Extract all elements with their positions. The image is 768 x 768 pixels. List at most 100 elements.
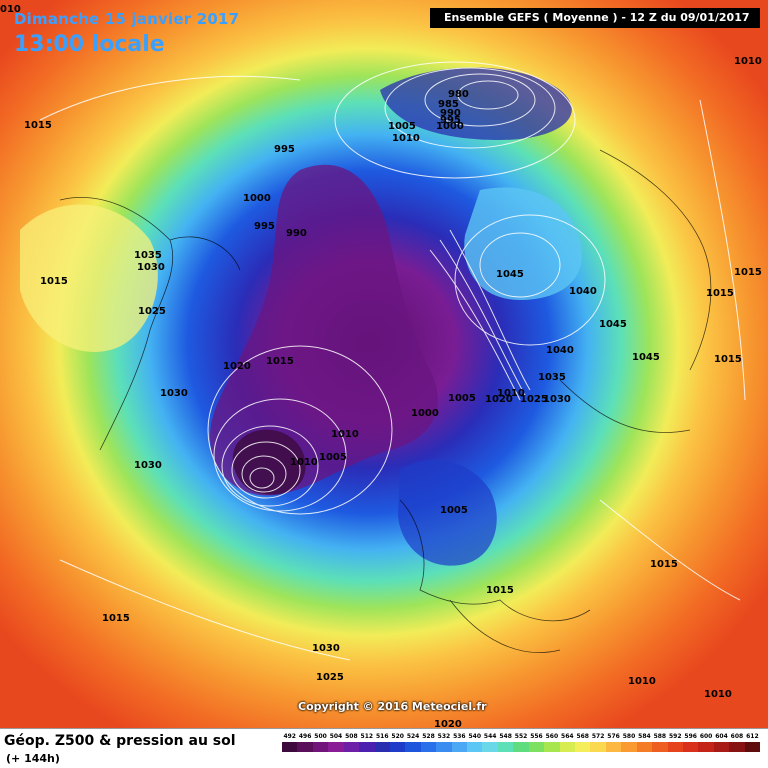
legend-swatch bbox=[605, 742, 622, 752]
pressure-label: 1010 bbox=[392, 133, 420, 144]
legend-value: 520 bbox=[391, 733, 404, 740]
legend-swatch bbox=[482, 742, 498, 752]
pressure-label: 1040 bbox=[569, 286, 597, 297]
legend-value: 600 bbox=[699, 733, 713, 740]
pressure-label: 1010 bbox=[497, 388, 525, 399]
pressure-label: 1030 bbox=[543, 394, 571, 405]
legend-value: 576 bbox=[607, 733, 620, 740]
legend-value: 492 bbox=[283, 733, 296, 740]
copyright-notice: Copyright © 2016 Meteociel.fr bbox=[298, 700, 487, 713]
pressure-label: 1020 bbox=[223, 361, 251, 372]
pressure-label: 980 bbox=[448, 89, 469, 100]
pressure-label: 1015 bbox=[102, 613, 130, 624]
legend-swatch bbox=[389, 742, 406, 752]
legend-value: 596 bbox=[684, 733, 697, 740]
pressure-label: 1005 bbox=[448, 393, 476, 404]
legend-value: 592 bbox=[668, 733, 682, 740]
pressure-label: 1015 bbox=[486, 585, 514, 596]
pressure-label: 1010 bbox=[734, 56, 762, 67]
legend-swatch bbox=[744, 742, 761, 752]
pressure-label: 1000 bbox=[436, 121, 464, 132]
pressure-label: 1025 bbox=[520, 394, 548, 405]
pressure-label: 1045 bbox=[496, 269, 524, 280]
forecast-date: Dimanche 15 janvier 2017 bbox=[14, 10, 240, 28]
legend-swatch bbox=[713, 742, 730, 752]
pressure-label: 1010 bbox=[331, 429, 359, 440]
pressure-label: 1030 bbox=[137, 262, 165, 273]
map-footer: Géop. Z500 & pression au sol (+ 144h) 49… bbox=[0, 728, 768, 768]
legend-value: 508 bbox=[345, 733, 358, 740]
legend-value: 532 bbox=[437, 733, 451, 740]
pressure-label: 1015 bbox=[714, 354, 742, 365]
legend-swatch bbox=[559, 742, 576, 752]
low-core-region bbox=[232, 429, 306, 495]
legend-value: 504 bbox=[329, 733, 343, 740]
legend-value: 496 bbox=[298, 733, 312, 740]
pressure-label: 1045 bbox=[599, 319, 627, 330]
legend-value: 604 bbox=[715, 733, 728, 740]
legend-swatch bbox=[297, 742, 313, 752]
legend-value: 568 bbox=[576, 733, 589, 740]
legend-bar bbox=[282, 742, 761, 752]
legend-swatch bbox=[621, 742, 637, 752]
legend-swatch bbox=[405, 742, 421, 752]
pressure-label: 1045 bbox=[632, 352, 660, 363]
legend-value: 608 bbox=[730, 733, 744, 740]
pressure-label: 995 bbox=[440, 115, 461, 126]
legend-swatch bbox=[451, 742, 468, 752]
pressure-label: 1015 bbox=[24, 120, 52, 131]
legend-swatch bbox=[528, 742, 545, 752]
arctic-ridge-region bbox=[464, 187, 582, 300]
legend-value: 536 bbox=[453, 733, 466, 740]
pressure-label: 1025 bbox=[138, 306, 166, 317]
legend-value: 552 bbox=[514, 733, 528, 740]
coastlines bbox=[59, 149, 712, 653]
pressure-label: 1030 bbox=[312, 643, 340, 654]
legend-value: 548 bbox=[499, 733, 512, 740]
pressure-label: 995 bbox=[274, 144, 295, 155]
pressure-label: 985 bbox=[438, 99, 459, 110]
legend-value: 612 bbox=[746, 733, 759, 740]
pressure-label: 1010 bbox=[290, 457, 318, 468]
pressure-label: 1015 bbox=[734, 267, 762, 278]
legend-value: 580 bbox=[622, 733, 636, 740]
pressure-label: 1000 bbox=[411, 408, 439, 419]
pressure-label: 1040 bbox=[546, 345, 574, 356]
pressure-labels: 1010 1015 995 1000 995 990 1035 1030 102… bbox=[24, 56, 762, 728]
legend-swatch bbox=[544, 742, 560, 752]
legend-swatch bbox=[667, 742, 683, 752]
isobars bbox=[39, 61, 746, 661]
legend-value: 588 bbox=[653, 733, 667, 740]
pressure-label: 1020 bbox=[434, 719, 462, 728]
legend-value: 516 bbox=[375, 733, 389, 740]
legend-swatch bbox=[282, 742, 298, 752]
legend-swatch bbox=[652, 742, 668, 752]
color-legend: 492 496 500 504 508 512 516 520 524 528 532 536 540 5… bbox=[282, 733, 761, 752]
legend-value: 528 bbox=[422, 733, 435, 740]
legend-value: 524 bbox=[406, 733, 420, 740]
legend-swatch bbox=[328, 742, 344, 752]
legend-value: 584 bbox=[638, 733, 651, 740]
north-america-ridge bbox=[20, 204, 158, 352]
forecast-step: (+ 144h) bbox=[6, 752, 60, 765]
legend-value: 544 bbox=[483, 733, 497, 740]
pressure-label: 1015 bbox=[40, 276, 68, 287]
legend-swatch bbox=[636, 742, 653, 752]
pressure-label: 1015 bbox=[650, 559, 678, 570]
pressure-label: 1025 bbox=[316, 672, 344, 683]
legend-swatch bbox=[575, 742, 591, 752]
trough-region-europe bbox=[398, 459, 497, 566]
legend-swatch bbox=[497, 742, 514, 752]
legend-value: 556 bbox=[530, 733, 543, 740]
map-variable-title: Géop. Z500 & pression au sol bbox=[4, 733, 236, 749]
legend-value: 572 bbox=[591, 733, 605, 740]
model-run-label: Ensemble GEFS ( Moyenne ) - 12 Z du 09/0… bbox=[430, 8, 760, 28]
pressure-label: 1010 bbox=[628, 676, 656, 687]
legend-swatch bbox=[513, 742, 529, 752]
pressure-label: 1015 bbox=[706, 288, 734, 299]
legend-swatch bbox=[359, 742, 375, 752]
pressure-label: 1005 bbox=[388, 121, 416, 132]
pressure-label: 1035 bbox=[134, 250, 162, 261]
pressure-label: 1005 bbox=[319, 452, 347, 463]
